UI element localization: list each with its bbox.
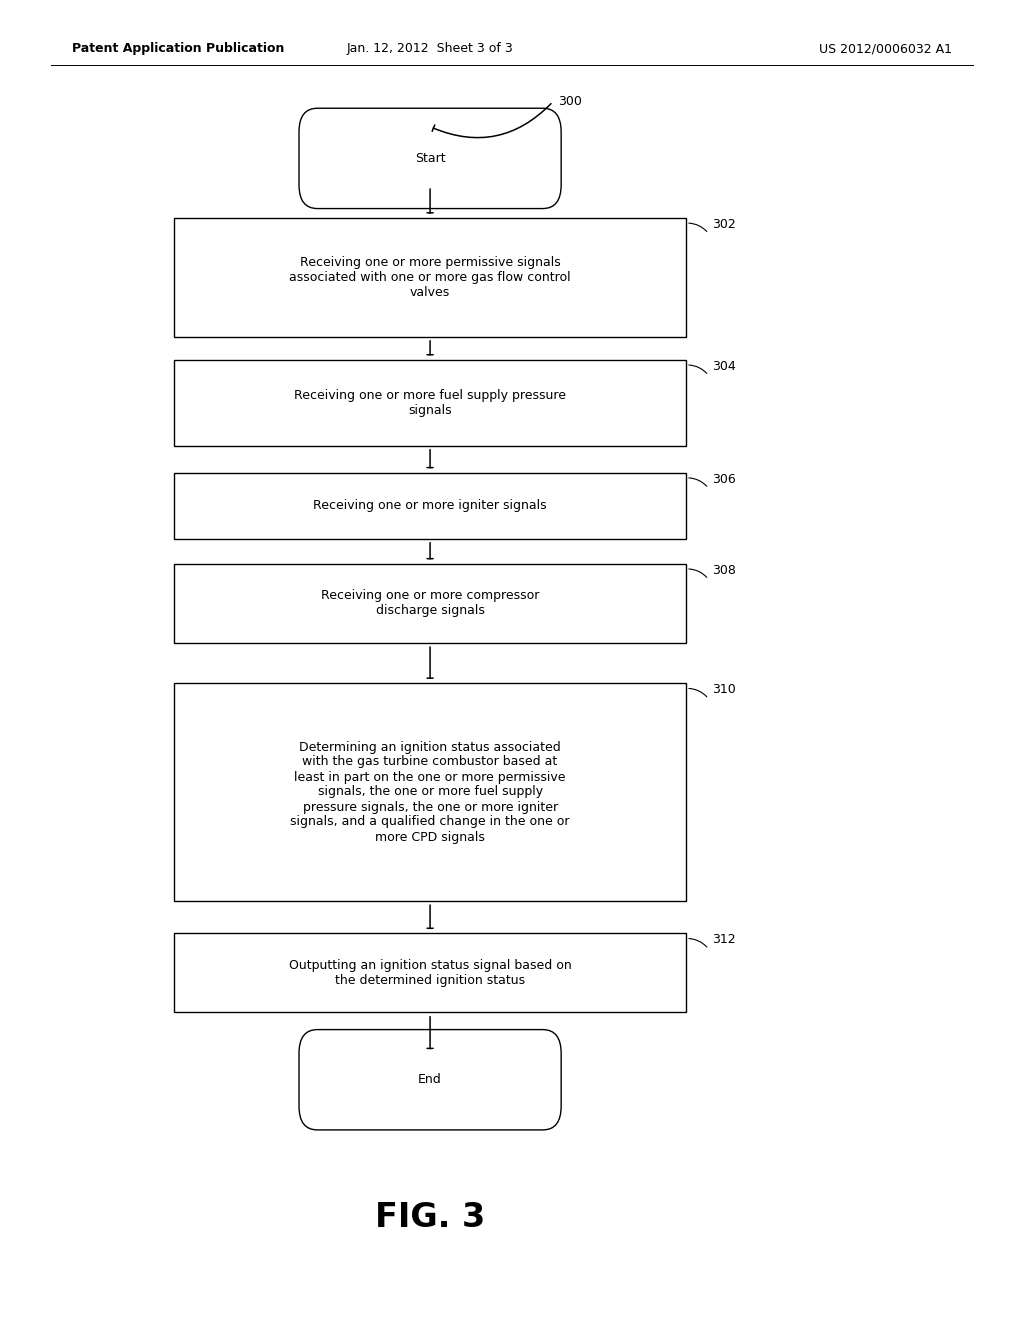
Text: Outputting an ignition status signal based on
the determined ignition status: Outputting an ignition status signal bas… — [289, 958, 571, 987]
Text: Receiving one or more permissive signals
associated with one or more gas flow co: Receiving one or more permissive signals… — [289, 256, 571, 298]
Text: 312: 312 — [712, 933, 735, 946]
Text: 304: 304 — [712, 360, 735, 372]
Text: Receiving one or more igniter signals: Receiving one or more igniter signals — [313, 499, 547, 512]
FancyBboxPatch shape — [299, 108, 561, 209]
Bar — [174, 218, 686, 337]
Text: Receiving one or more fuel supply pressure
signals: Receiving one or more fuel supply pressu… — [294, 388, 566, 417]
Text: FIG. 3: FIG. 3 — [375, 1201, 485, 1233]
Text: 310: 310 — [712, 682, 735, 696]
Text: End: End — [418, 1073, 442, 1086]
Text: Patent Application Publication: Patent Application Publication — [72, 42, 284, 55]
Bar — [174, 359, 686, 446]
Text: Jan. 12, 2012  Sheet 3 of 3: Jan. 12, 2012 Sheet 3 of 3 — [347, 42, 513, 55]
Bar — [174, 564, 686, 643]
Bar — [174, 473, 686, 539]
Text: 308: 308 — [712, 564, 735, 577]
Text: 306: 306 — [712, 473, 735, 486]
Text: US 2012/0006032 A1: US 2012/0006032 A1 — [819, 42, 952, 55]
Text: Start: Start — [415, 152, 445, 165]
Text: 302: 302 — [712, 218, 735, 231]
FancyBboxPatch shape — [299, 1030, 561, 1130]
Bar — [174, 933, 686, 1012]
Text: 300: 300 — [558, 95, 582, 108]
Bar — [174, 682, 686, 900]
Text: Receiving one or more compressor
discharge signals: Receiving one or more compressor dischar… — [321, 589, 540, 618]
Text: Determining an ignition status associated
with the gas turbine combustor based a: Determining an ignition status associate… — [291, 741, 569, 843]
